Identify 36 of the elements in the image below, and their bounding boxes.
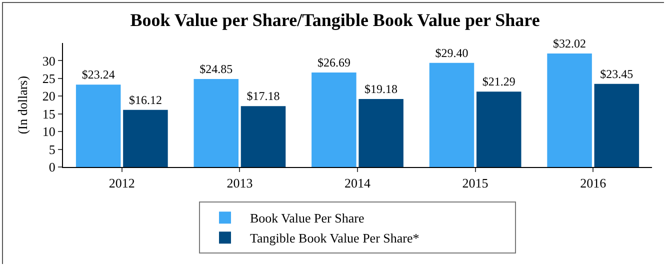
data-label: $32.02: [553, 36, 586, 51]
y-tick-label: 25: [42, 70, 56, 86]
y-tick-label: 5: [48, 142, 56, 157]
data-label: $26.69: [317, 55, 350, 70]
data-label: $16.12: [128, 92, 162, 107]
y-tick-label: 10: [42, 124, 56, 140]
bar: [194, 78, 239, 167]
data-label: $19.18: [364, 82, 398, 96]
x-tick-label: 2012: [108, 176, 135, 191]
data-label: $24.85: [200, 62, 233, 76]
bar: [547, 54, 592, 167]
x-tick-label: 2014: [344, 176, 371, 191]
legend-label: Tangible Book Value Per Share*: [250, 230, 420, 246]
y-tick-label: 30: [42, 53, 56, 68]
data-label: $29.40: [435, 46, 468, 60]
data-label: $23.45: [600, 66, 634, 81]
y-tick-label: 20: [42, 88, 56, 104]
bar: [240, 106, 286, 167]
chart-title: Book Value per Share/Tangible Book Value per Share: [130, 10, 540, 30]
y-tick-label: 15: [42, 106, 56, 122]
x-tick-label: 2013: [226, 176, 253, 191]
y-tick-label: 0: [48, 160, 56, 175]
data-label: $17.18: [246, 89, 280, 104]
bar: [429, 62, 474, 167]
x-tick-label: 2016: [580, 176, 607, 191]
legend-label: Book Value Per Share: [250, 210, 364, 226]
bar: [594, 84, 640, 167]
x-tick-label: 2015: [462, 176, 488, 191]
data-label: $23.24: [82, 68, 115, 82]
bar: [123, 110, 168, 167]
data-label: $21.29: [482, 74, 516, 89]
bar: [76, 84, 121, 167]
bar: [358, 99, 404, 167]
y-axis-title: (In dollars): [15, 76, 30, 134]
bar: [476, 92, 522, 167]
bar: [312, 72, 356, 167]
